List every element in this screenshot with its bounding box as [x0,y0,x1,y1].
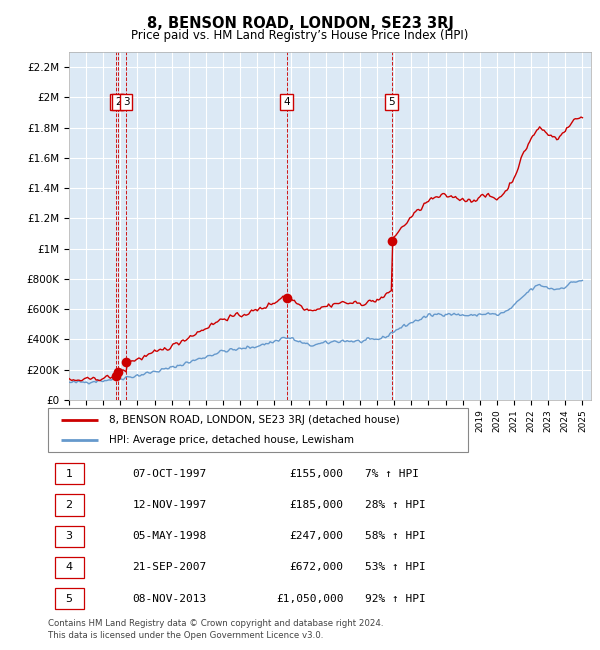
FancyBboxPatch shape [48,408,468,452]
Text: 3: 3 [123,97,130,107]
Text: 7% ↑ HPI: 7% ↑ HPI [365,469,419,479]
Text: 05-MAY-1998: 05-MAY-1998 [133,531,207,541]
Text: £185,000: £185,000 [290,500,344,510]
Text: 8, BENSON ROAD, LONDON, SE23 3RJ: 8, BENSON ROAD, LONDON, SE23 3RJ [146,16,454,31]
Text: 07-OCT-1997: 07-OCT-1997 [133,469,207,479]
Text: 58% ↑ HPI: 58% ↑ HPI [365,531,425,541]
Text: 4: 4 [65,562,73,573]
Text: Price paid vs. HM Land Registry’s House Price Index (HPI): Price paid vs. HM Land Registry’s House … [131,29,469,42]
Text: £155,000: £155,000 [290,469,344,479]
Text: 5: 5 [388,97,395,107]
Text: 53% ↑ HPI: 53% ↑ HPI [365,562,425,573]
Text: 5: 5 [65,593,73,604]
Text: 2: 2 [115,97,121,107]
Text: 1: 1 [65,469,73,479]
Text: £1,050,000: £1,050,000 [276,593,344,604]
FancyBboxPatch shape [55,557,83,578]
Text: 92% ↑ HPI: 92% ↑ HPI [365,593,425,604]
Text: This data is licensed under the Open Government Licence v3.0.: This data is licensed under the Open Gov… [48,630,323,640]
Text: 8, BENSON ROAD, LONDON, SE23 3RJ (detached house): 8, BENSON ROAD, LONDON, SE23 3RJ (detach… [109,415,400,425]
Text: 12-NOV-1997: 12-NOV-1997 [133,500,207,510]
Text: 2: 2 [65,500,73,510]
Text: 21-SEP-2007: 21-SEP-2007 [133,562,207,573]
FancyBboxPatch shape [55,495,83,515]
Text: 28% ↑ HPI: 28% ↑ HPI [365,500,425,510]
Text: HPI: Average price, detached house, Lewisham: HPI: Average price, detached house, Lewi… [109,436,354,445]
Text: £672,000: £672,000 [290,562,344,573]
Text: 1: 1 [113,97,120,107]
Text: Contains HM Land Registry data © Crown copyright and database right 2024.: Contains HM Land Registry data © Crown c… [48,619,383,628]
FancyBboxPatch shape [55,463,83,484]
Text: 08-NOV-2013: 08-NOV-2013 [133,593,207,604]
Text: 3: 3 [65,531,73,541]
Text: 4: 4 [283,97,290,107]
FancyBboxPatch shape [55,588,83,609]
Text: £247,000: £247,000 [290,531,344,541]
FancyBboxPatch shape [55,526,83,547]
